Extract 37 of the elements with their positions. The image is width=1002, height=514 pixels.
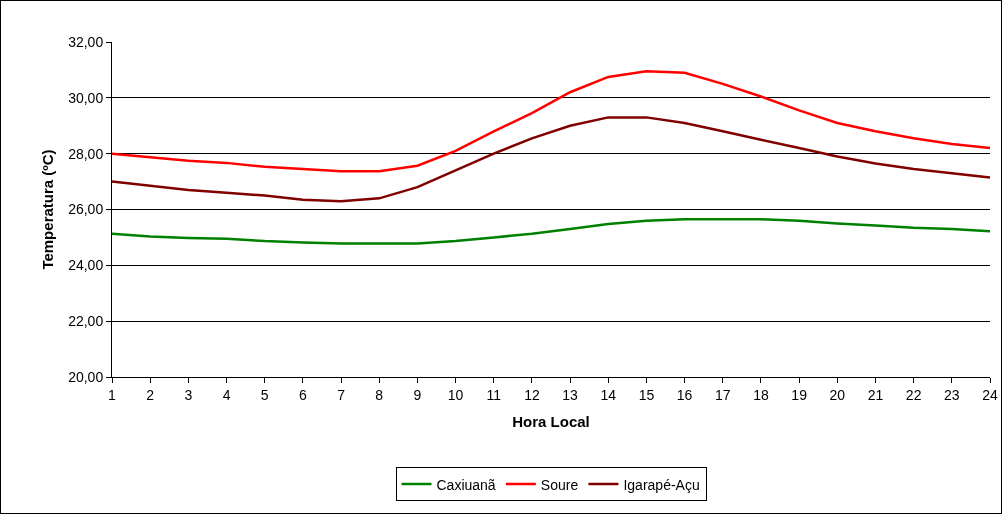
x-tick-label: 21 xyxy=(867,386,884,403)
x-tick-label: 13 xyxy=(562,386,579,403)
legend-label: Soure xyxy=(540,476,579,493)
y-tick-label: 28,00 xyxy=(68,145,104,162)
x-tick-label: 6 xyxy=(298,386,307,403)
x-tick-label: 22 xyxy=(905,386,922,403)
y-tick-label: 22,00 xyxy=(68,313,104,330)
x-tick-label: 23 xyxy=(944,386,960,403)
x-tick-label: 20 xyxy=(829,386,846,403)
legend-label: Caxiuanã xyxy=(436,476,496,493)
y-tick-label: 20,00 xyxy=(68,368,104,385)
x-tick-label: 2 xyxy=(146,386,155,403)
x-tick-label: 15 xyxy=(638,386,655,403)
x-tick-label: 7 xyxy=(337,386,346,403)
x-tick-label: 24 xyxy=(982,386,998,403)
x-tick-label: 19 xyxy=(791,386,808,403)
x-tick-label: 14 xyxy=(600,386,617,403)
x-tick-label: 4 xyxy=(222,386,231,403)
line-series xyxy=(112,218,990,245)
x-tick-label: 16 xyxy=(676,386,693,403)
x-tick-label: 18 xyxy=(753,386,769,403)
x-tick-label: 1 xyxy=(108,386,117,403)
x-tick-label: 9 xyxy=(413,386,422,403)
y-axis-title: Temperatura (ºC) xyxy=(39,149,57,270)
legend-label: Igarapé-Açu xyxy=(623,476,700,493)
x-axis-title: Hora Local xyxy=(512,412,590,430)
x-tick-label: 8 xyxy=(375,386,384,403)
x-tick-label: 3 xyxy=(184,386,193,403)
y-tick-label: 30,00 xyxy=(68,89,104,106)
x-tick-label: 10 xyxy=(447,386,464,403)
y-tick-label: 32,00 xyxy=(68,33,104,50)
x-tick-label: 17 xyxy=(714,386,731,403)
x-tick-label: 12 xyxy=(524,386,540,403)
x-tick-label: 11 xyxy=(486,386,502,403)
x-tick-label: 5 xyxy=(260,386,269,403)
y-tick-label: 26,00 xyxy=(68,201,104,218)
y-tick-label: 24,00 xyxy=(68,257,104,274)
